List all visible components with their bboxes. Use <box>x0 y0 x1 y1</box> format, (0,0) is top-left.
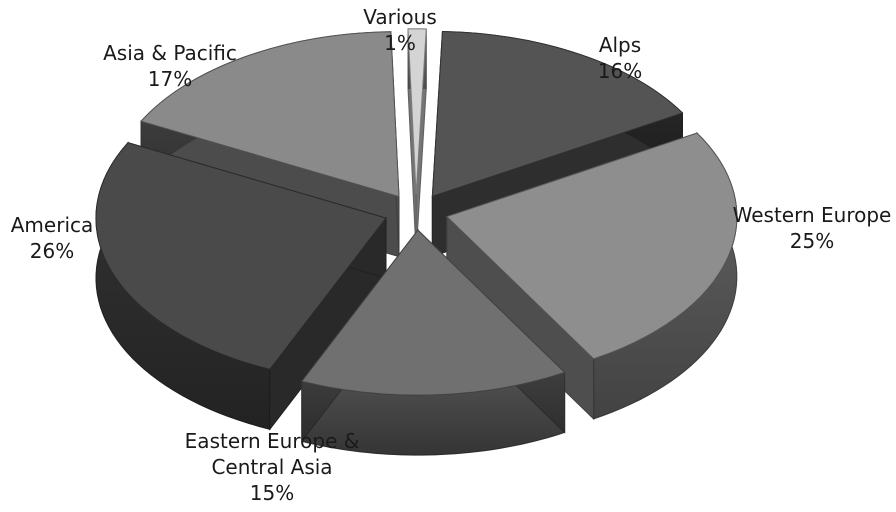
slice-america <box>95 142 387 370</box>
slice-label-western-europe: Western Europe 25% <box>733 203 892 253</box>
slice-label-various: Various 1% <box>363 5 437 55</box>
slice-side-shadow <box>95 142 270 430</box>
slice-asia-pacific <box>140 31 400 198</box>
slice-various <box>407 28 427 194</box>
slice-alps <box>431 31 684 198</box>
slice-labels: Alps 16% Western Europe 25% Eastern Europe &… <box>11 5 892 505</box>
slice-western-europe <box>445 132 738 360</box>
slice-tops <box>95 28 738 396</box>
slice-label-america: America 26% <box>11 213 94 263</box>
slice-label-eastern-europe-central-asia: Eastern Europe & Central Asia 15% <box>185 429 360 505</box>
slice-label-asia-pacific: Asia & Pacific 17% <box>103 41 237 91</box>
slice-eastern-europe-central-asia <box>300 229 566 396</box>
slice-label-alps: Alps 16% <box>598 33 642 83</box>
slice-side-shadow <box>593 133 737 419</box>
